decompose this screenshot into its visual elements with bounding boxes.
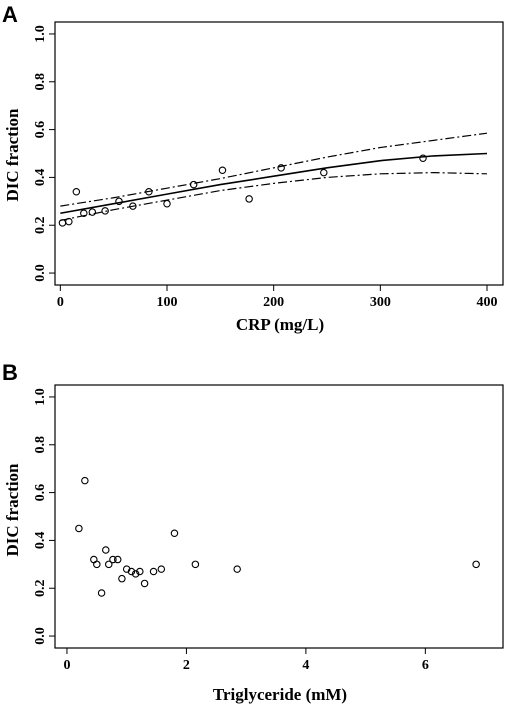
panel-a-data-point [72,188,81,196]
panel-a-y-tick-label: 1.0 [33,25,48,43]
panel-b-data-point [81,476,89,485]
panel-a-y-axis-title: DIC fraction [3,108,22,202]
panel-b-x-tick-label: 6 [422,658,429,673]
panel-b-x-tick-label: 4 [302,658,309,673]
panel-b-data-point [109,555,117,564]
panel-b-data-point [93,560,101,569]
panel-a-fit-line [60,152,488,215]
panel-b-data-point [136,567,144,576]
panel-a-data-point [218,166,227,174]
panel-b-y-tick-label: 1.0 [33,388,48,406]
panel-b-data-point [90,555,98,564]
panel-a-x-axis-title: CRP (mg/L) [236,315,324,334]
panel-a-y-tick-label: 0.4 [33,169,48,187]
panel-a-ci-lower-line [60,172,488,222]
panel-a-data-point [189,180,198,189]
panel-a-ci-upper-line [60,132,488,207]
panel-b-data-point [149,567,158,576]
panel-a-plot-frame [54,21,504,286]
panel-a-data-point [80,209,88,218]
panel-a-x-tick-label: 200 [263,295,284,310]
panel-b-x-tick-label: 0 [63,658,70,673]
panel-a-x-tick-label: 300 [370,295,391,310]
panel-a-data-point [88,208,97,216]
panel-b-y-axis-title: DIC fraction [3,463,22,557]
panel-a-letter: A [2,2,18,27]
panel-b-data-point [118,574,126,583]
panel-b-y-tick-label: 0.4 [33,532,48,550]
panel-b-marks: 0 2 4 6 0.0 0.2 0.4 0.6 0.8 1.0 [33,388,480,673]
panel-a-data-point [101,207,109,215]
panel-b-data-point [102,546,110,554]
panel-a-y-tick-label: 0.2 [33,216,48,234]
panel-a-x-tick-label: 400 [477,295,498,310]
panel-b-data-point [191,560,200,569]
panel-a-data-point [129,202,137,210]
panel-a-data-point [245,195,253,203]
panel-a-y-tick-label: 0.8 [33,73,48,91]
panel-b-y-tick-label: 0.6 [33,484,48,502]
panel-b-letter: B [2,360,18,385]
panel-a-y-tick-label: 0.0 [33,264,48,282]
panel-a-x-tick-label: 100 [157,295,178,310]
panel-b-x-tick-label: 2 [183,658,190,673]
panel-b-data-point [233,565,241,573]
panel-a-data-point [163,199,171,208]
panel-a-data-point [320,168,328,177]
panel-a-x-tick-label: 0 [57,295,64,310]
panel-b-plot-frame [54,384,504,649]
panel-b: B Triglyceride (mM) DIC fraction 0 2 4 6 0.0… [2,360,504,704]
panel-b-data-point [97,589,106,597]
panel-b-data-point [140,579,149,588]
panel-a-y-tick-label: 0.6 [33,121,48,139]
panel-a: A CRP (mg/L) DIC fraction 0 100 200 300 4000… [2,2,504,334]
panel-a-data-point [145,188,153,196]
panel-b-data-point [127,567,136,576]
panel-b-data-point [105,560,113,569]
panel-a-data-point [65,217,73,226]
panel-a-marks: 0 100 200 300 400 0.0 0.2 0.4 0.6 0.8 1.0 [33,25,498,310]
panel-b-x-axis-title: Triglyceride (mM) [213,685,347,704]
panel-b-y-tick-label: 0.2 [33,579,48,597]
panel-b-data-point [131,570,140,578]
panel-b-data-point [472,560,480,569]
panel-b-data-point [113,555,122,564]
panel-a-data-point [115,197,123,206]
panel-a-data-point [277,164,285,172]
panel-b-data-point [157,565,166,573]
panel-b-data-point [170,529,179,537]
panel-a-data-point [419,154,427,163]
panel-b-y-tick-label: 0.8 [33,436,48,454]
panel-b-y-tick-label: 0.0 [33,627,48,645]
panel-b-data-point [75,524,83,533]
